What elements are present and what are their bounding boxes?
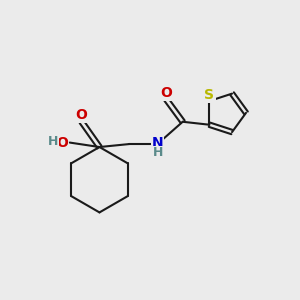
Text: O: O: [76, 108, 88, 122]
Text: S: S: [204, 88, 214, 102]
Text: O: O: [160, 86, 172, 100]
Text: N: N: [152, 136, 163, 150]
Text: H: H: [153, 146, 163, 160]
Text: O: O: [56, 136, 68, 150]
Text: H: H: [48, 135, 59, 148]
